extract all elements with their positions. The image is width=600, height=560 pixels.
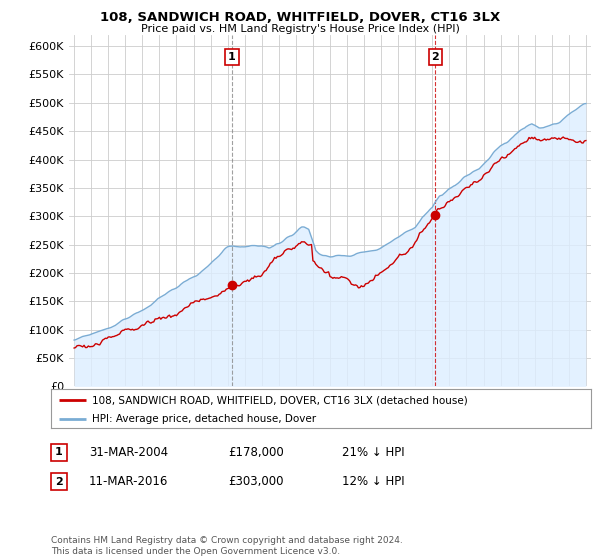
Text: 1: 1: [228, 52, 236, 62]
Text: 11-MAR-2016: 11-MAR-2016: [89, 475, 168, 488]
Text: 2: 2: [55, 477, 62, 487]
Text: 108, SANDWICH ROAD, WHITFIELD, DOVER, CT16 3LX: 108, SANDWICH ROAD, WHITFIELD, DOVER, CT…: [100, 11, 500, 24]
Text: 12% ↓ HPI: 12% ↓ HPI: [342, 475, 404, 488]
Text: 2: 2: [431, 52, 439, 62]
Text: £303,000: £303,000: [228, 475, 284, 488]
Text: Price paid vs. HM Land Registry's House Price Index (HPI): Price paid vs. HM Land Registry's House …: [140, 24, 460, 34]
Text: 31-MAR-2004: 31-MAR-2004: [89, 446, 168, 459]
Text: 108, SANDWICH ROAD, WHITFIELD, DOVER, CT16 3LX (detached house): 108, SANDWICH ROAD, WHITFIELD, DOVER, CT…: [91, 395, 467, 405]
Text: 1: 1: [55, 447, 62, 458]
Text: HPI: Average price, detached house, Dover: HPI: Average price, detached house, Dove…: [91, 414, 316, 423]
Text: £178,000: £178,000: [228, 446, 284, 459]
Text: Contains HM Land Registry data © Crown copyright and database right 2024.
This d: Contains HM Land Registry data © Crown c…: [51, 536, 403, 556]
Text: 21% ↓ HPI: 21% ↓ HPI: [342, 446, 404, 459]
